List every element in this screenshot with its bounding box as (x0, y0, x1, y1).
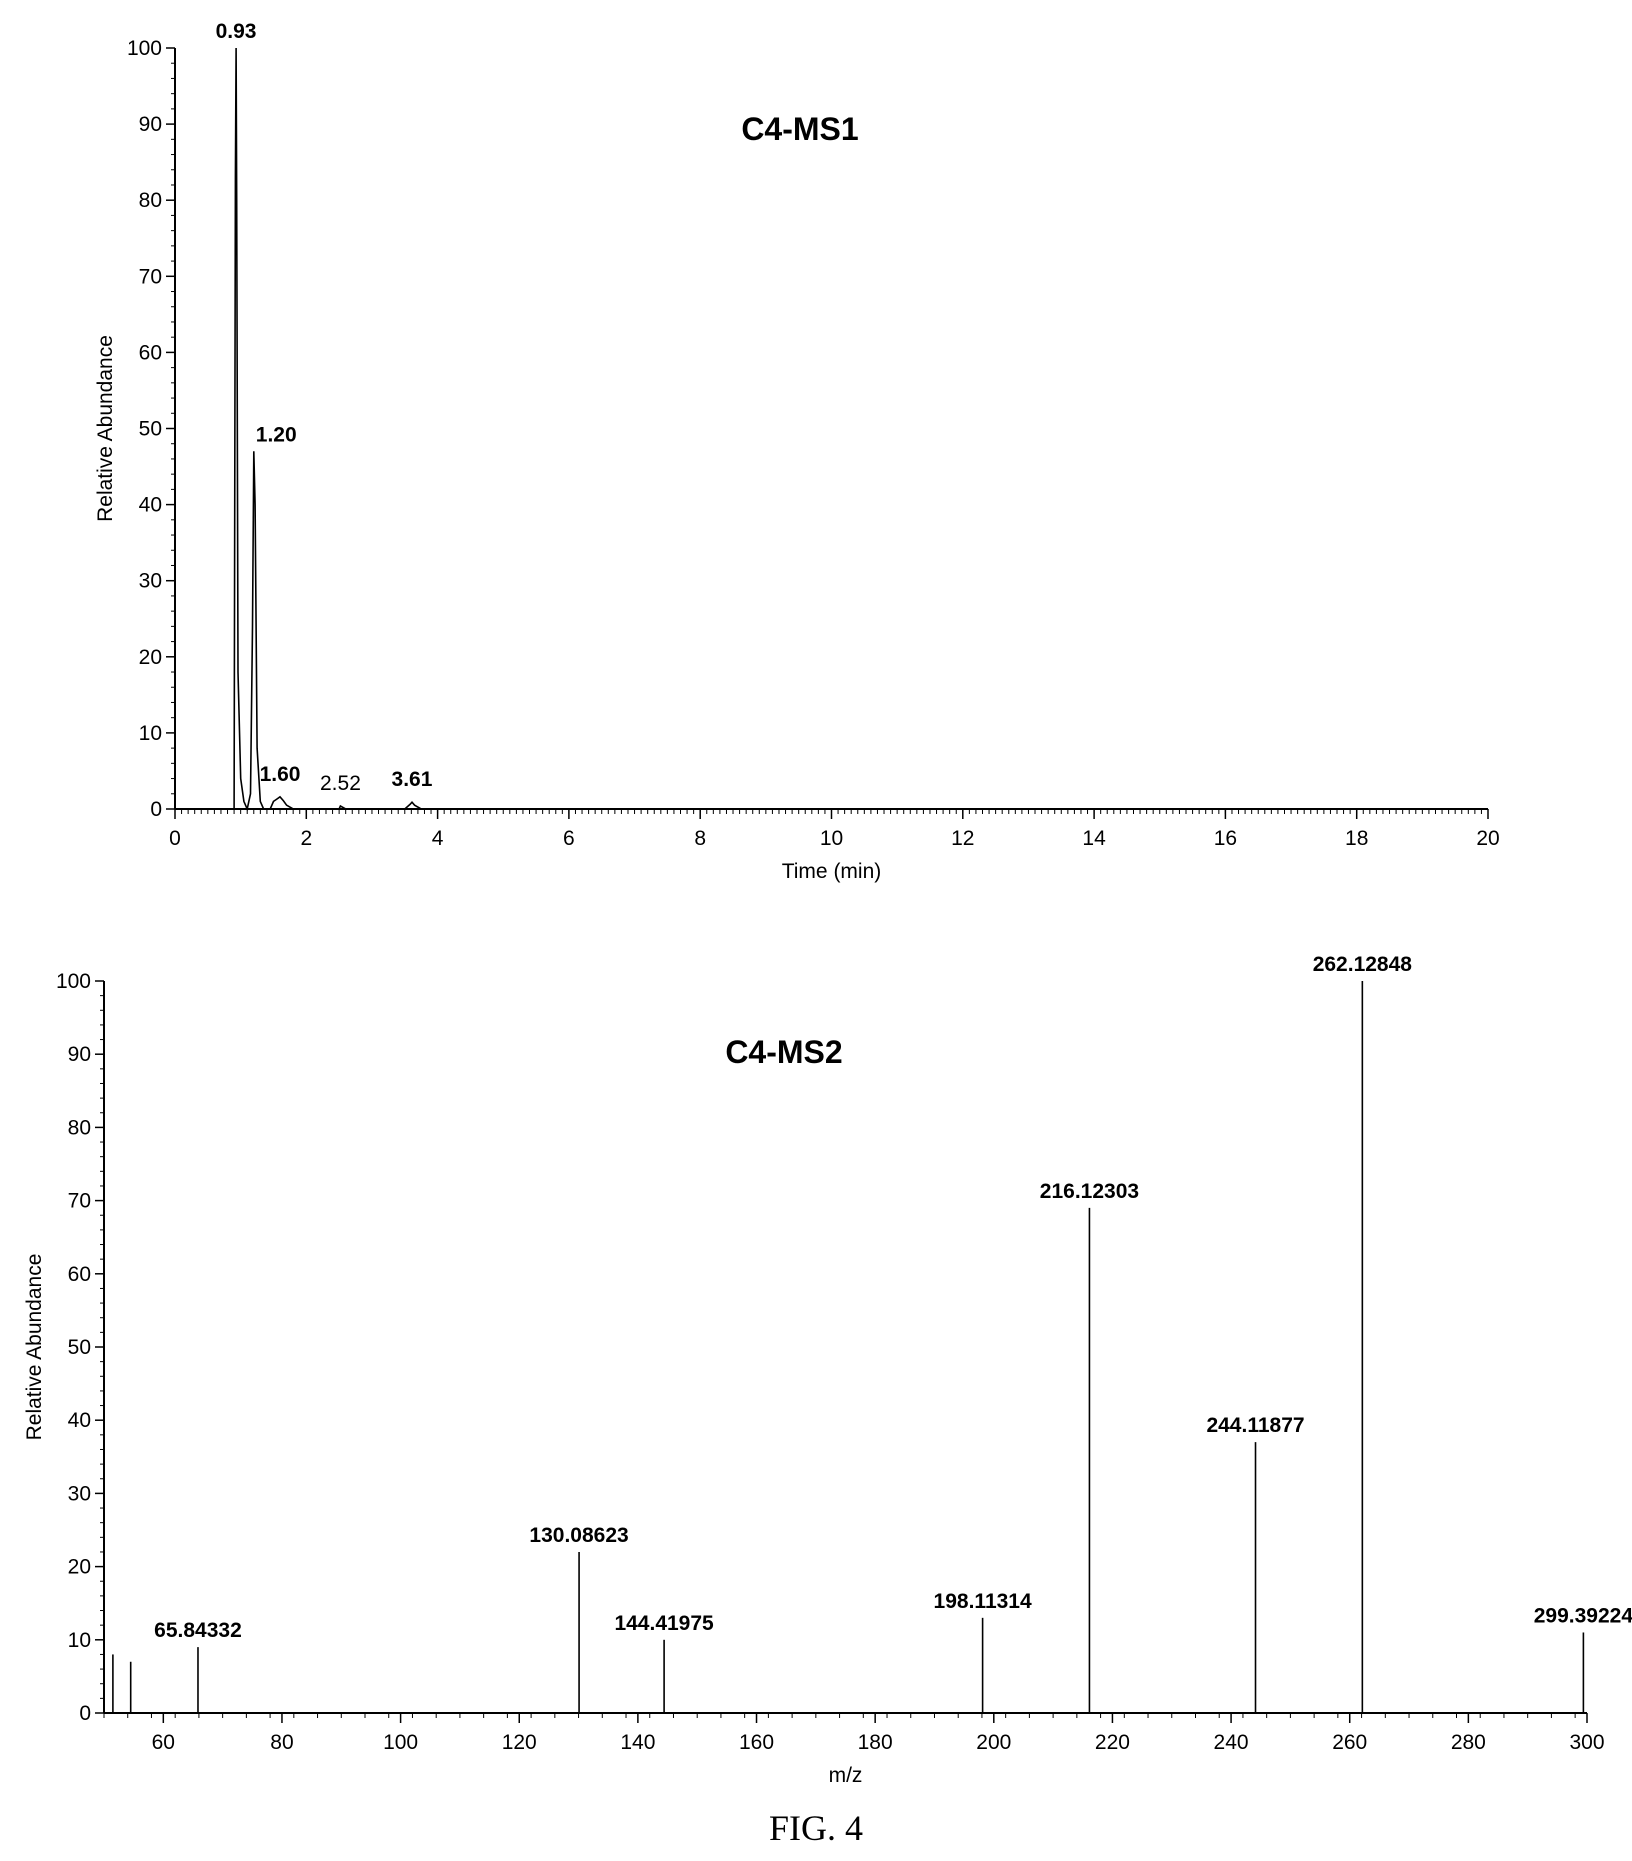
x-tick-label: 60 (152, 1731, 175, 1754)
y-tick-label: 30 (68, 1482, 91, 1505)
peak-label: 216.12303 (1040, 1180, 1139, 1203)
y-axis-title: Relative Abundance (94, 335, 117, 522)
peak-label: 1.60 (260, 763, 301, 786)
x-tick-label: 10 (820, 827, 843, 850)
x-tick-label: 14 (1082, 827, 1106, 850)
peak-label: 2.52 (320, 772, 361, 795)
x-tick-label: 240 (1214, 1731, 1249, 1754)
y-tick-label: 30 (139, 570, 162, 593)
y-tick-label: 10 (139, 722, 162, 745)
y-tick-label: 0 (150, 798, 162, 821)
y-tick-label: 40 (139, 494, 162, 517)
chart-title: C4-MS2 (725, 1034, 842, 1070)
peak-label: 144.41975 (614, 1612, 714, 1635)
y-tick-label: 50 (68, 1336, 91, 1359)
x-tick-label: 120 (502, 1731, 537, 1754)
y-tick-label: 70 (139, 265, 162, 288)
x-tick-label: 180 (858, 1731, 893, 1754)
peak-label: 0.93 (216, 20, 257, 43)
peak-label: 3.61 (392, 768, 433, 791)
peak-label: 1.20 (256, 423, 297, 446)
mass-spectrum-chart: 0 10 20 30 40 50 60 70 80 90 100 60 80 100 120 140 160 18… (23, 953, 1632, 1787)
y-tick-label: 10 (68, 1629, 91, 1652)
x-tick-label: 140 (620, 1731, 655, 1754)
peak-label: 65.84332 (154, 1619, 242, 1642)
chromatogram-chart: 0 10 20 30 40 50 60 70 80 90 100 0 2 4 6 8 10 12 14 16 18 20 T… (94, 20, 1500, 883)
y-tick-label: 60 (139, 341, 162, 364)
peak-label: 299.39224 (1534, 1604, 1632, 1627)
x-tick-label: 16 (1214, 827, 1237, 850)
x-tick-label: 20 (1476, 827, 1499, 850)
y-tick-label: 90 (139, 113, 162, 136)
y-tick-label: 80 (139, 189, 162, 212)
y-tick-label: 20 (139, 646, 162, 669)
y-tick-label: 80 (68, 1116, 91, 1139)
x-tick-label: 4 (432, 827, 444, 850)
x-tick-label: 18 (1345, 827, 1368, 850)
peak-label: 244.11877 (1206, 1414, 1304, 1437)
x-tick-label: 300 (1569, 1731, 1604, 1754)
x-tick-label: 260 (1332, 1731, 1367, 1754)
y-tick-label: 100 (127, 37, 162, 60)
peak-label: 198.11314 (934, 1590, 1032, 1613)
y-tick-label: 60 (68, 1263, 91, 1286)
y-tick-label: 90 (68, 1043, 91, 1066)
chart-title: C4-MS1 (741, 111, 858, 147)
figure-caption: FIG. 4 (769, 1808, 863, 1848)
x-tick-label: 160 (739, 1731, 774, 1754)
x-axis-title: m/z (829, 1764, 863, 1787)
x-tick-label: 8 (694, 827, 706, 850)
x-tick-label: 200 (976, 1731, 1011, 1754)
x-tick-label: 80 (270, 1731, 293, 1754)
y-axis-title: Relative Abundance (23, 1254, 46, 1441)
x-tick-label: 6 (563, 827, 575, 850)
y-tick-label: 40 (68, 1409, 91, 1432)
chromatogram-trace (175, 47, 1488, 812)
peak-label: 130.08623 (529, 1524, 628, 1547)
x-tick-label: 280 (1451, 1731, 1486, 1754)
x-tick-label: 2 (300, 827, 312, 850)
y-tick-label: 0 (79, 1702, 91, 1725)
x-tick-label: 100 (383, 1731, 418, 1754)
y-tick-label: 70 (68, 1190, 91, 1213)
x-axis-title: Time (min) (782, 860, 882, 883)
x-tick-label: 220 (1095, 1731, 1130, 1754)
peak-label: 262.12848 (1313, 953, 1413, 976)
y-tick-label: 100 (56, 970, 91, 993)
y-tick-label: 20 (68, 1556, 91, 1579)
x-tick-label: 0 (169, 827, 181, 850)
y-tick-label: 50 (139, 418, 162, 441)
x-tick-label: 12 (951, 827, 974, 850)
